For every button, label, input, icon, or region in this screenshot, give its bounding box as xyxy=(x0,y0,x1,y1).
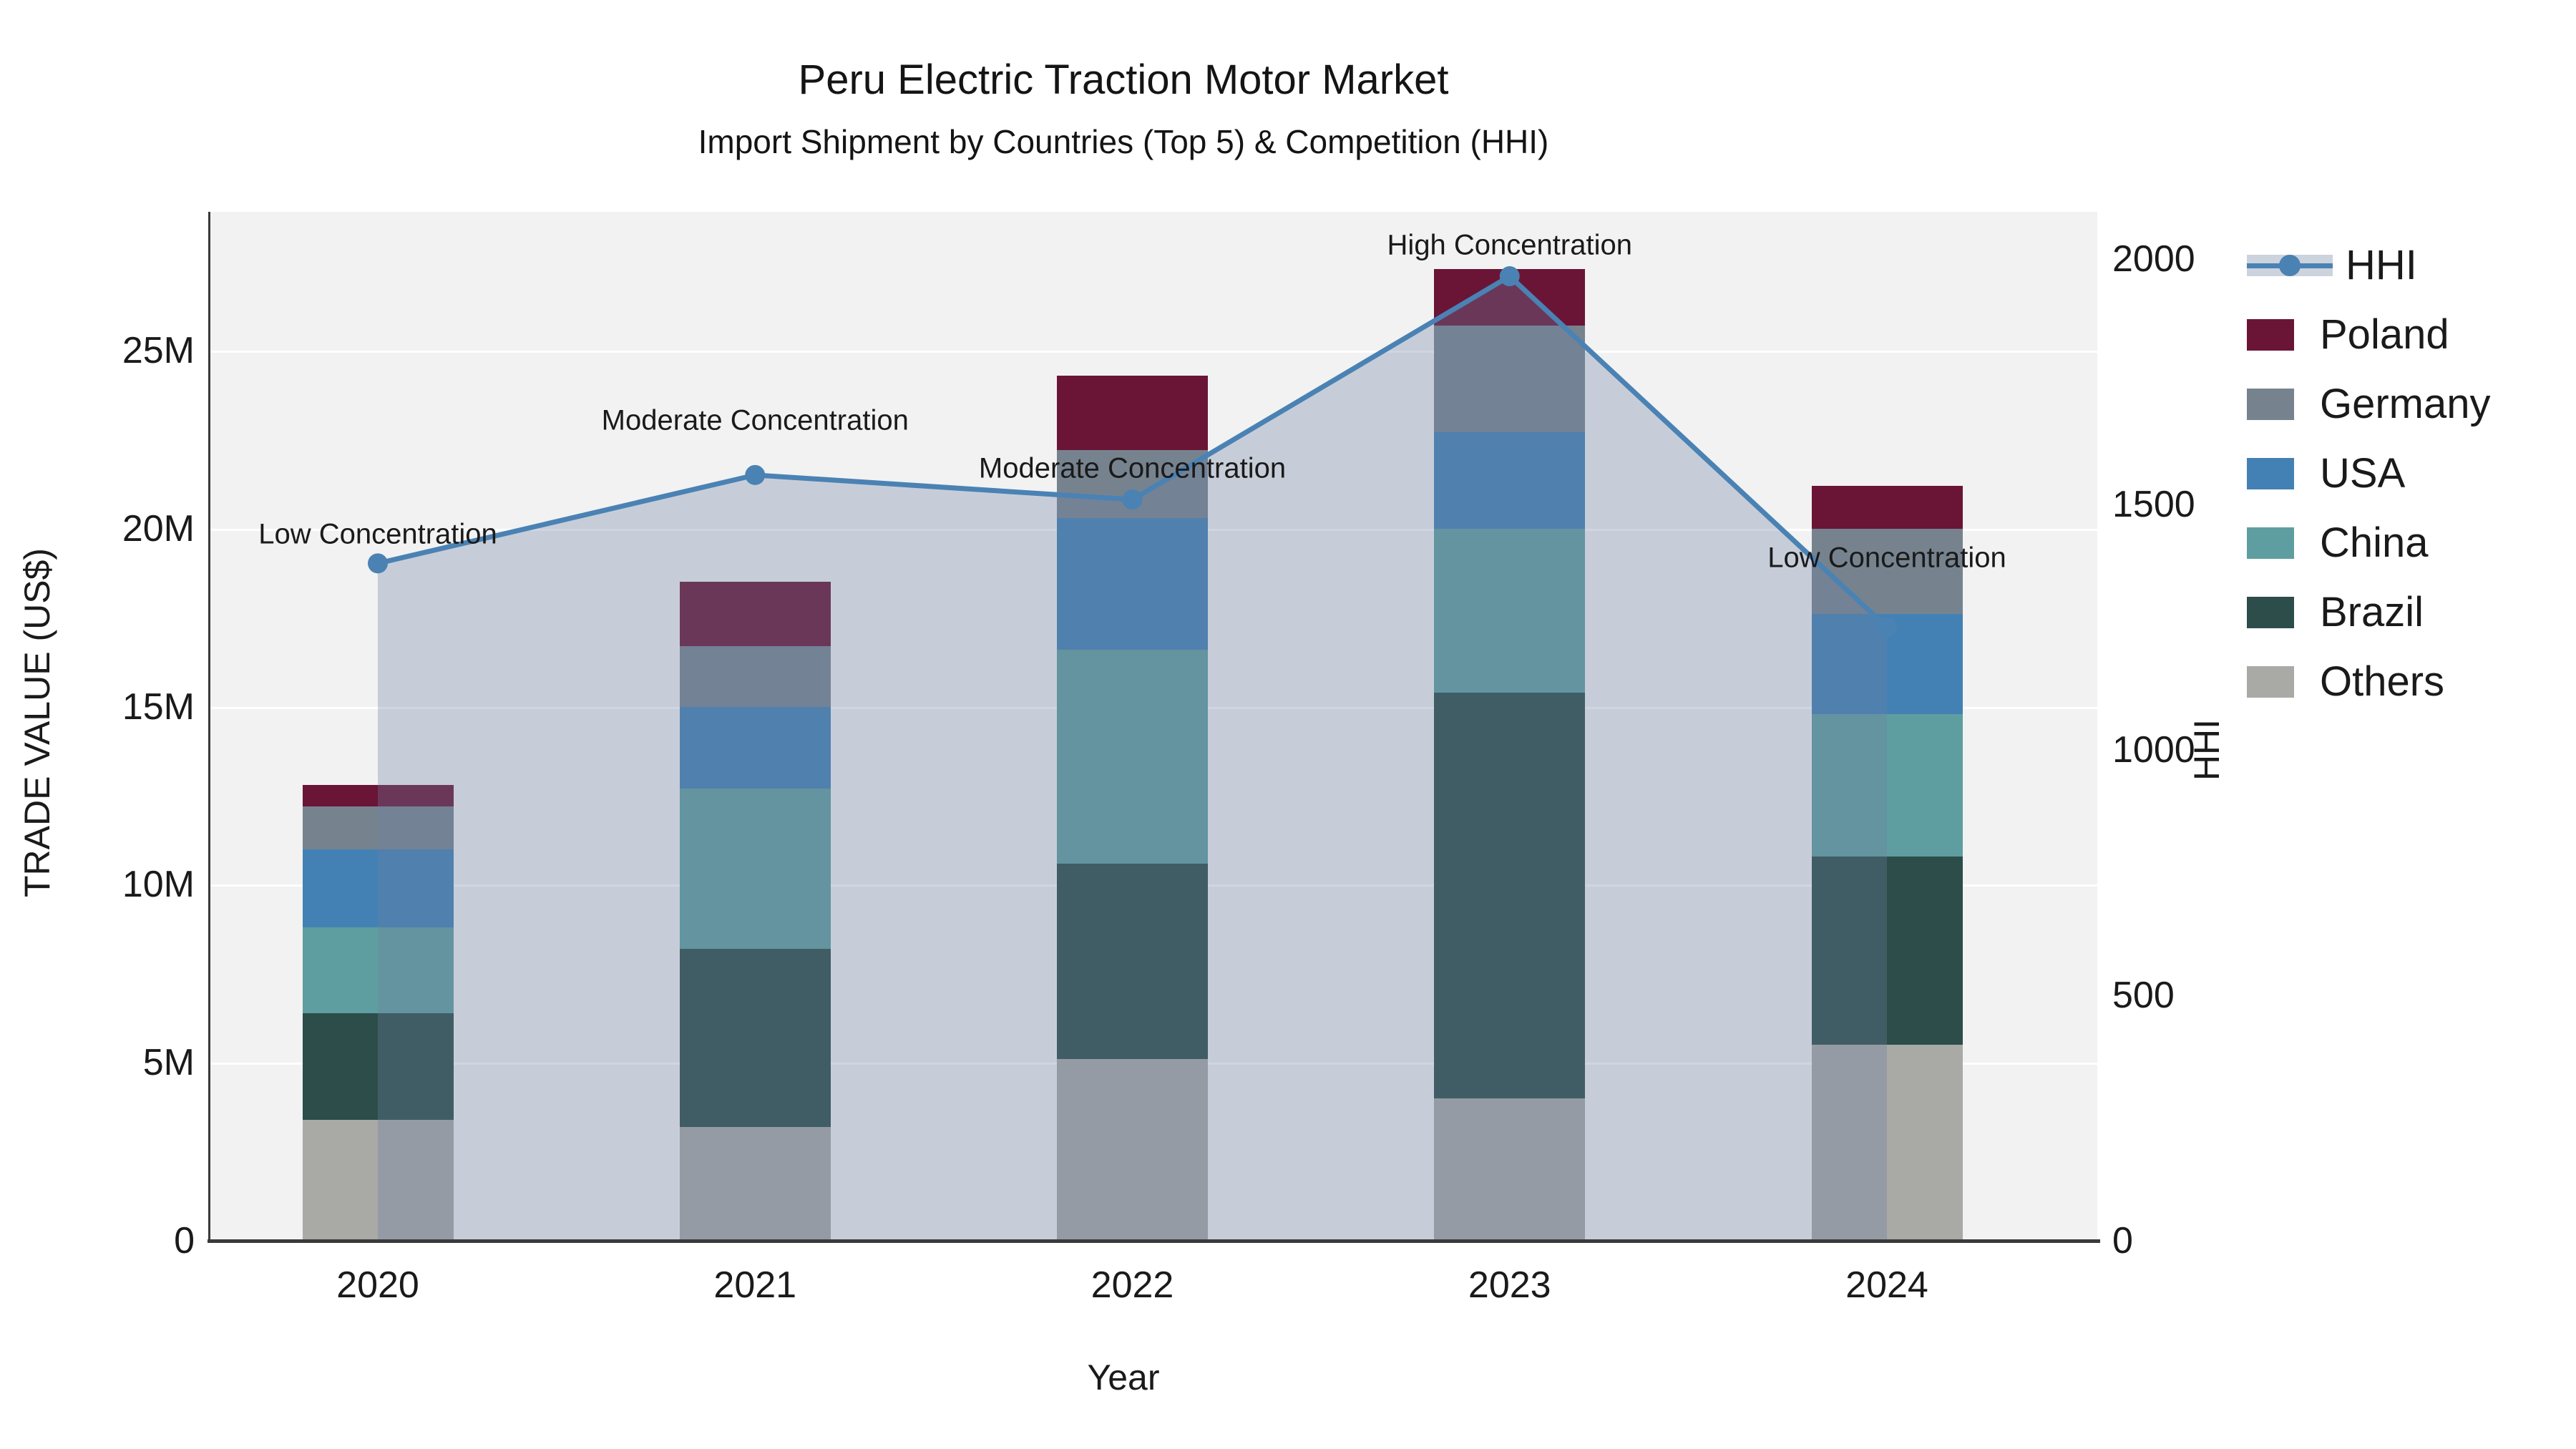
annotation-2022: Moderate Concentration xyxy=(978,452,1287,484)
hhi-area-fill xyxy=(378,276,1887,1241)
bar-segment-2021-germany[interactable] xyxy=(679,646,831,707)
legend-item-others[interactable]: Others xyxy=(2247,647,2491,716)
bar-segment-2022-brazil[interactable] xyxy=(1057,863,1208,1060)
x-tick-2024: 2024 xyxy=(1845,1264,1928,1306)
bar-segment-2020-china[interactable] xyxy=(302,927,454,1013)
y-right-tick-500: 500 xyxy=(2112,975,2175,1016)
bar-segment-2022-usa[interactable] xyxy=(1057,517,1208,650)
legend-hhi-line-sample xyxy=(2247,254,2333,276)
bar-segment-2023-germany[interactable] xyxy=(1434,326,1586,433)
y-right-tick-0: 0 xyxy=(2112,1220,2133,1262)
legend-label-poland: Poland xyxy=(2320,311,2449,358)
y-axis-title-left: TRADE VALUE (US$) xyxy=(17,547,57,898)
legend-label-others: Others xyxy=(2320,658,2445,705)
hhi-marker-2021[interactable] xyxy=(745,464,766,485)
x-tick-2022: 2022 xyxy=(1091,1264,1174,1306)
hhi-marker-2024[interactable] xyxy=(1877,617,1897,638)
bar-segment-2024-others[interactable] xyxy=(1811,1045,1963,1241)
y-left-tick-0: 0 xyxy=(174,1220,195,1262)
bar-segment-2020-poland[interactable] xyxy=(302,785,454,806)
x-tick-2021: 2021 xyxy=(713,1264,797,1306)
legend: HHI Poland Germany USA China Brazil Others xyxy=(2247,230,2491,716)
y-left-tick-15M: 15M xyxy=(122,686,195,728)
annotation-2020: Low Concentration xyxy=(258,518,497,550)
bar-segment-2024-poland[interactable] xyxy=(1811,486,1963,529)
annotation-2023: High Concentration xyxy=(1387,229,1632,261)
y-right-tick-1000: 1000 xyxy=(2112,729,2195,771)
hhi-line-layer xyxy=(368,266,1897,1241)
legend-label-usa: USA xyxy=(2320,450,2406,497)
y-left-tick-10M: 10M xyxy=(122,864,195,906)
legend-item-usa[interactable]: USA xyxy=(2247,439,2491,508)
legend-hhi-marker xyxy=(2279,254,2301,276)
y-right-tick-2000: 2000 xyxy=(2112,238,2195,280)
legend-item-china[interactable]: China xyxy=(2247,508,2491,577)
bar-segment-2021-brazil[interactable] xyxy=(679,948,831,1127)
bar-segment-2024-germany[interactable] xyxy=(1811,528,1963,615)
legend-label-hhi: HHI xyxy=(2346,242,2417,288)
bar-segment-2020-germany[interactable] xyxy=(302,806,454,849)
y-left-tick-25M: 25M xyxy=(122,330,195,371)
bar-segment-2021-usa[interactable] xyxy=(679,706,831,789)
annotation-2021: Moderate Concentration xyxy=(601,404,909,436)
hhi-marker-2022[interactable] xyxy=(1122,489,1143,510)
plot-area: Low Concentration Moderate Concentration M… xyxy=(210,212,2097,1241)
bar-segment-2021-china[interactable] xyxy=(679,789,831,949)
legend-swatch-germany xyxy=(2247,388,2294,420)
bar-segment-2024-china[interactable] xyxy=(1811,713,1963,857)
y-left-tick-20M: 20M xyxy=(122,507,195,550)
bar-segment-2022-china[interactable] xyxy=(1057,649,1208,864)
annotation-2024: Low Concentration xyxy=(1767,542,2006,573)
legend-label-brazil: Brazil xyxy=(2320,589,2424,635)
bar-segment-2022-poland[interactable] xyxy=(1057,375,1208,451)
y-right-tick-1500: 1500 xyxy=(2112,484,2195,525)
bar-segment-2023-others[interactable] xyxy=(1434,1098,1586,1241)
legend-item-germany[interactable]: Germany xyxy=(2247,369,2491,439)
bar-segment-2020-others[interactable] xyxy=(302,1119,454,1241)
legend-swatch-usa xyxy=(2247,457,2294,489)
bar-segment-2023-usa[interactable] xyxy=(1434,432,1586,529)
y-axis-spine xyxy=(208,212,210,1243)
bar-segment-2023-brazil[interactable] xyxy=(1434,692,1586,1098)
bar-segment-2022-others[interactable] xyxy=(1057,1059,1208,1241)
bar-segment-2024-brazil[interactable] xyxy=(1811,856,1963,1045)
legend-swatch-china xyxy=(2247,527,2294,559)
hhi-marker-2020[interactable] xyxy=(368,553,388,574)
legend-label-china: China xyxy=(2320,519,2429,566)
bar-segment-2021-others[interactable] xyxy=(679,1126,831,1241)
hhi-marker-2023[interactable] xyxy=(1499,266,1520,287)
legend-label-germany: Germany xyxy=(2320,381,2491,427)
x-tick-2020: 2020 xyxy=(336,1264,419,1306)
bar-segment-2023-china[interactable] xyxy=(1434,528,1586,693)
chart-title-line2: Import Shipment by Countries (Top 5) & C… xyxy=(698,123,1549,160)
bar-segment-2021-poland[interactable] xyxy=(679,582,831,646)
legend-item-hhi[interactable]: HHI xyxy=(2247,230,2491,300)
bar-segment-2020-usa[interactable] xyxy=(302,849,454,928)
chart-title-line1: Peru Electric Traction Motor Market xyxy=(798,57,1449,103)
legend-item-brazil[interactable]: Brazil xyxy=(2247,577,2491,647)
y-left-tick-5M: 5M xyxy=(142,1042,195,1084)
legend-swatch-brazil xyxy=(2247,596,2294,628)
legend-swatch-poland xyxy=(2247,318,2294,351)
legend-swatch-others xyxy=(2247,665,2294,698)
gridline-25M xyxy=(210,351,2097,353)
x-axis-title: Year xyxy=(1087,1357,1160,1397)
x-tick-2023: 2023 xyxy=(1468,1264,1551,1306)
x-axis-spine xyxy=(208,1239,2100,1243)
legend-item-poland[interactable]: Poland xyxy=(2247,300,2491,369)
bar-segment-2020-brazil[interactable] xyxy=(302,1013,454,1120)
chart-title: Peru Electric Traction Motor Market Impo… xyxy=(698,56,1549,161)
